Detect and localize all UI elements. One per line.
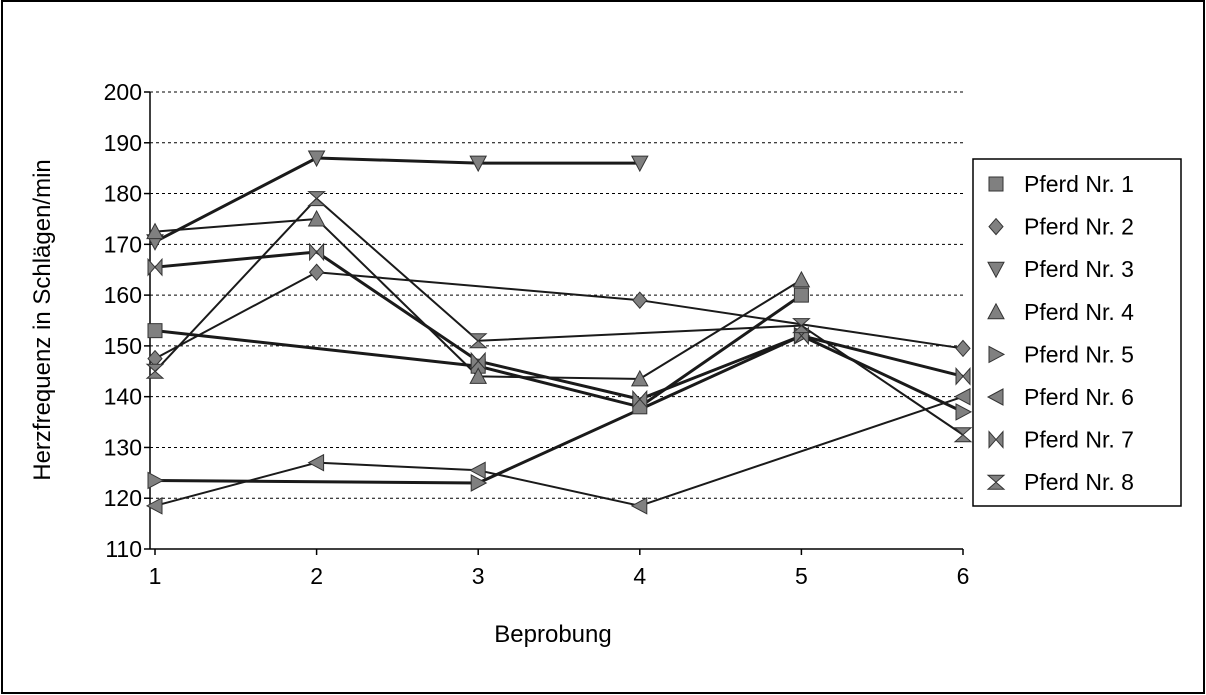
x-axis-label: Beprobung	[494, 621, 611, 648]
y-tick-label: 190	[104, 130, 142, 156]
data-point	[307, 191, 326, 207]
data-point	[792, 318, 811, 334]
x-tick-label: 2	[310, 563, 323, 589]
legend-marker	[986, 388, 1004, 406]
data-point	[307, 209, 326, 227]
series-line	[154, 250, 964, 401]
legend-marker	[987, 302, 1005, 320]
x-tick-label: 5	[795, 563, 808, 589]
y-tick-label: 110	[105, 536, 142, 562]
series-markers	[145, 150, 973, 515]
x-tick-label: 3	[472, 563, 485, 589]
y-tick-label: 170	[104, 231, 142, 257]
data-point	[632, 389, 648, 409]
legend-label: Pferd Nr. 6	[1024, 384, 1134, 410]
legend-label: Pferd Nr. 2	[1024, 214, 1134, 240]
series-line	[154, 156, 640, 244]
data-point	[146, 222, 164, 240]
data-point	[953, 387, 971, 406]
data-point	[793, 287, 809, 303]
legend-label: Pferd Nr. 4	[1024, 299, 1134, 325]
data-point	[309, 242, 325, 262]
data-point	[469, 367, 488, 384]
data-point	[470, 474, 488, 492]
legend: Pferd Nr. 1 Pferd Nr. 2 Pferd Nr. 3 Pferd N…	[972, 158, 1182, 507]
data-point	[469, 461, 486, 480]
data-point	[307, 150, 326, 168]
data-point	[955, 339, 971, 358]
data-point	[630, 369, 649, 387]
data-point	[953, 427, 973, 443]
legend-label: Pferd Nr. 1	[1024, 171, 1134, 197]
data-point	[147, 323, 163, 339]
data-point	[307, 453, 325, 472]
legend-label: Pferd Nr. 8	[1024, 469, 1134, 495]
y-tick-label: 130	[104, 434, 142, 460]
y-axis-label: Herzfrequenz in Schlägen/min	[29, 159, 56, 481]
y-tick-label: 160	[104, 282, 142, 308]
legend-marker	[986, 474, 1006, 490]
legend-label: Pferd Nr. 7	[1024, 427, 1134, 453]
data-point	[469, 155, 488, 173]
y-tick-label: 180	[104, 181, 142, 207]
data-point	[630, 155, 649, 173]
data-point	[955, 367, 971, 386]
x-tick-label: 1	[149, 563, 162, 589]
x-tick-label: 4	[633, 563, 646, 589]
data-point	[630, 497, 648, 515]
tick-labels: 110 120 130 140 150 160 170 180 190 200 1 2 3 4 5 6	[104, 79, 970, 589]
legend-label: Pferd Nr. 5	[1024, 341, 1134, 367]
legend-marker	[988, 430, 1004, 449]
data-point	[145, 363, 165, 379]
y-tick-label: 200	[104, 79, 142, 105]
data-point	[632, 291, 648, 309]
legend-label: Pferd Nr. 3	[1024, 256, 1134, 282]
data-point	[147, 257, 163, 277]
data-point	[792, 270, 811, 288]
data-point	[147, 471, 165, 490]
data-point	[955, 403, 973, 421]
y-tick-label: 150	[104, 333, 142, 359]
y-tick-label: 120	[104, 485, 142, 511]
data-point	[468, 333, 488, 349]
legend-marker	[988, 176, 1004, 192]
data-point	[308, 263, 325, 282]
legend-marker	[987, 261, 1005, 279]
legend-marker	[988, 217, 1004, 236]
x-tick-label: 6	[957, 563, 970, 589]
data-point	[145, 497, 163, 515]
legend-marker	[988, 345, 1006, 364]
legend-box	[972, 158, 1182, 507]
series-line	[154, 293, 803, 409]
data-point	[470, 351, 486, 371]
y-tick-label: 140	[104, 384, 142, 410]
axes	[144, 91, 964, 555]
